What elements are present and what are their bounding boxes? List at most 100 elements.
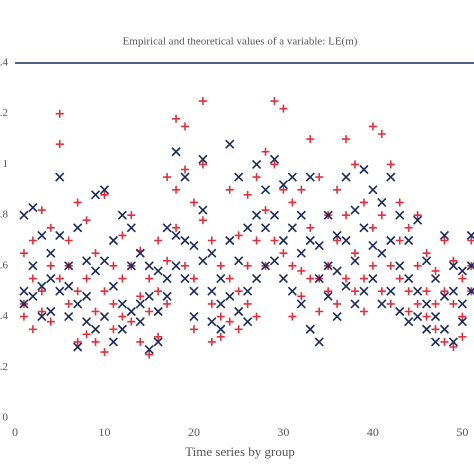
point <box>162 273 172 284</box>
point <box>126 306 136 317</box>
point <box>315 173 324 182</box>
x-tick-label: 30 <box>277 425 289 439</box>
point <box>296 210 306 220</box>
point <box>404 317 414 327</box>
point <box>189 325 198 334</box>
point <box>145 274 154 283</box>
point <box>198 154 208 164</box>
point <box>55 172 65 182</box>
point <box>296 248 306 258</box>
point <box>90 266 101 276</box>
point <box>28 236 37 245</box>
point <box>108 281 118 291</box>
point <box>305 324 315 334</box>
point <box>82 216 91 225</box>
point <box>395 210 405 220</box>
y-tick-label: 0.2 <box>0 361 8 373</box>
point <box>118 231 127 240</box>
chart-title: Empirical and theoretical values of a va… <box>123 36 358 48</box>
point <box>243 317 253 327</box>
point <box>359 274 368 283</box>
point <box>440 236 449 245</box>
y-tick-label: 1.2 <box>0 107 8 119</box>
point <box>243 286 253 296</box>
x-tick-label: 50 <box>456 425 468 439</box>
point <box>225 235 235 246</box>
point <box>136 337 145 346</box>
point <box>252 273 262 284</box>
point <box>126 261 136 271</box>
point <box>430 273 441 284</box>
point <box>55 140 64 149</box>
point <box>439 230 450 240</box>
point <box>279 249 288 258</box>
point <box>37 312 47 322</box>
point <box>216 261 225 270</box>
point <box>99 256 110 266</box>
point <box>288 312 297 321</box>
point <box>172 114 181 123</box>
point <box>422 299 432 309</box>
point <box>314 241 324 251</box>
point <box>243 261 252 270</box>
point <box>323 210 333 220</box>
point <box>82 317 92 327</box>
point <box>359 164 369 175</box>
point <box>181 261 189 270</box>
point <box>377 248 387 258</box>
point <box>386 235 396 246</box>
point <box>386 172 396 182</box>
point <box>189 241 199 251</box>
point <box>64 261 74 271</box>
point <box>306 135 315 144</box>
point <box>296 299 306 309</box>
point <box>377 130 386 138</box>
point <box>279 104 288 113</box>
point <box>252 312 261 321</box>
point <box>37 206 46 215</box>
point <box>368 185 378 195</box>
point <box>448 261 458 271</box>
x-tick-label: 40 <box>367 425 379 439</box>
point <box>109 261 118 270</box>
point <box>448 286 458 296</box>
point <box>19 286 29 296</box>
point <box>252 210 262 220</box>
point <box>395 261 405 271</box>
point <box>341 281 351 291</box>
point <box>46 317 55 326</box>
point <box>153 337 163 347</box>
point <box>270 236 279 245</box>
point <box>28 325 37 334</box>
point <box>252 236 261 245</box>
point <box>100 348 109 357</box>
point <box>269 256 280 266</box>
point <box>198 160 207 169</box>
point <box>404 223 413 232</box>
point <box>55 274 64 283</box>
point <box>297 266 306 275</box>
point <box>261 206 270 215</box>
point <box>234 325 243 334</box>
point <box>82 256 92 266</box>
point <box>64 281 74 291</box>
point <box>234 231 243 240</box>
point <box>136 292 145 301</box>
point <box>368 241 378 251</box>
x-tick-label: 10 <box>98 425 110 439</box>
point <box>225 185 234 194</box>
point <box>135 299 145 309</box>
point <box>279 185 288 194</box>
point <box>153 306 163 317</box>
point <box>359 307 368 316</box>
point <box>64 299 73 308</box>
point <box>386 299 395 308</box>
point <box>422 287 431 296</box>
point <box>342 274 351 283</box>
point <box>135 317 145 327</box>
point <box>55 230 65 240</box>
point <box>118 312 127 321</box>
point <box>46 273 56 284</box>
y-tick-label: 1.4 <box>0 57 9 69</box>
